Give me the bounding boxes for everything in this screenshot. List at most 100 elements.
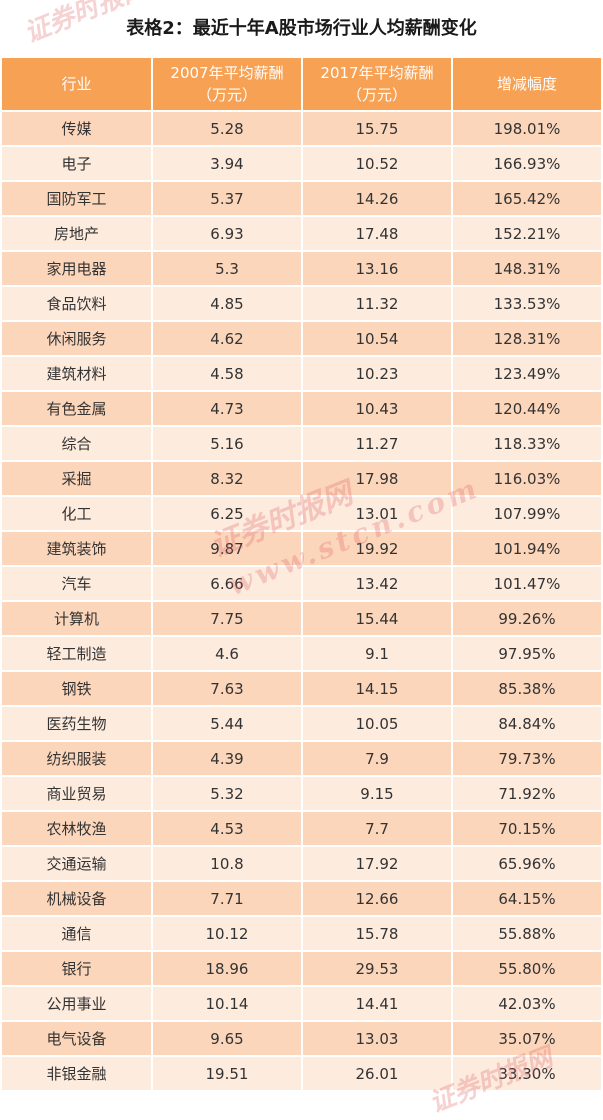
salary-2017-cell: 10.05	[302, 706, 453, 742]
salary-2007-cell: 4.62	[152, 321, 303, 357]
change-cell: 198.01%	[452, 111, 601, 147]
change-cell: 133.53%	[452, 286, 601, 322]
industry-cell: 食品饮料	[2, 286, 153, 322]
change-cell: 123.49%	[452, 356, 601, 392]
table-row: 银行 18.96 29.53 55.80%	[2, 951, 601, 987]
table-row: 有色金属 4.73 10.43 120.44%	[2, 391, 601, 427]
change-cell: 42.03%	[452, 986, 601, 1022]
salary-2007-cell: 5.28	[152, 111, 303, 147]
table-row: 商业贸易 5.32 9.15 71.92%	[2, 776, 601, 812]
salary-2017-cell: 17.92	[302, 846, 453, 882]
change-cell: 99.26%	[452, 601, 601, 637]
table-header-row: 行业 2007年平均薪酬 （万元） 2017年平均薪酬 （万元） 增减幅度	[2, 58, 601, 112]
salary-2007-cell: 4.6	[152, 636, 303, 672]
industry-cell: 有色金属	[2, 391, 153, 427]
industry-cell: 建筑材料	[2, 356, 153, 392]
salary-2017-cell: 13.16	[302, 251, 453, 287]
salary-2007-cell: 18.96	[152, 951, 303, 987]
table-row: 公用事业 10.14 14.41 42.03%	[2, 986, 601, 1022]
salary-2007-cell: 3.94	[152, 146, 303, 182]
salary-2017-cell: 11.32	[302, 286, 453, 322]
change-cell: 120.44%	[452, 391, 601, 427]
table-row: 纺织服装 4.39 7.9 79.73%	[2, 741, 601, 777]
change-cell: 118.33%	[452, 426, 601, 462]
salary-2017-cell: 10.54	[302, 321, 453, 357]
header-industry: 行业	[2, 58, 153, 112]
change-cell: 107.99%	[452, 496, 601, 532]
table-row: 房地产 6.93 17.48 152.21%	[2, 216, 601, 252]
table-row: 医药生物 5.44 10.05 84.84%	[2, 706, 601, 742]
salary-2017-cell: 12.66	[302, 881, 453, 917]
table-row: 休闲服务 4.62 10.54 128.31%	[2, 321, 601, 357]
salary-2007-cell: 9.87	[152, 531, 303, 567]
table-row: 非银金融 19.51 26.01 33.30%	[2, 1056, 601, 1092]
header-salary-2017: 2017年平均薪酬 （万元）	[302, 58, 453, 112]
table-row: 综合 5.16 11.27 118.33%	[2, 426, 601, 462]
industry-cell: 纺织服装	[2, 741, 153, 777]
salary-2007-cell: 9.65	[152, 1021, 303, 1057]
industry-cell: 银行	[2, 951, 153, 987]
salary-2017-cell: 15.44	[302, 601, 453, 637]
industry-cell: 传媒	[2, 111, 153, 147]
salary-2017-cell: 7.9	[302, 741, 453, 777]
table-row: 农林牧渔 4.53 7.7 70.15%	[2, 811, 601, 847]
salary-2007-cell: 7.63	[152, 671, 303, 707]
industry-cell: 公用事业	[2, 986, 153, 1022]
industry-cell: 商业贸易	[2, 776, 153, 812]
change-cell: 148.31%	[452, 251, 601, 287]
table-row: 建筑装饰 9.87 19.92 101.94%	[2, 531, 601, 567]
change-cell: 85.38%	[452, 671, 601, 707]
salary-2017-cell: 7.7	[302, 811, 453, 847]
salary-2017-cell: 17.98	[302, 461, 453, 497]
salary-2017-cell: 19.92	[302, 531, 453, 567]
change-cell: 33.30%	[452, 1056, 601, 1092]
table-row: 采掘 8.32 17.98 116.03%	[2, 461, 601, 497]
table-row: 化工 6.25 13.01 107.99%	[2, 496, 601, 532]
salary-table: 行业 2007年平均薪酬 （万元） 2017年平均薪酬 （万元） 增减幅度 传媒…	[2, 58, 601, 1092]
industry-cell: 轻工制造	[2, 636, 153, 672]
change-cell: 166.93%	[452, 146, 601, 182]
salary-2017-cell: 26.01	[302, 1056, 453, 1092]
change-cell: 128.31%	[452, 321, 601, 357]
change-cell: 64.15%	[452, 881, 601, 917]
change-cell: 101.94%	[452, 531, 601, 567]
table-row: 电气设备 9.65 13.03 35.07%	[2, 1021, 601, 1057]
table-row: 计算机 7.75 15.44 99.26%	[2, 601, 601, 637]
industry-cell: 采掘	[2, 461, 153, 497]
salary-2007-cell: 5.16	[152, 426, 303, 462]
table-row: 通信 10.12 15.78 55.88%	[2, 916, 601, 952]
salary-2007-cell: 6.25	[152, 496, 303, 532]
industry-cell: 房地产	[2, 216, 153, 252]
change-cell: 152.21%	[452, 216, 601, 252]
salary-2007-cell: 4.58	[152, 356, 303, 392]
table-row: 家用电器 5.3 13.16 148.31%	[2, 251, 601, 287]
salary-2017-cell: 15.78	[302, 916, 453, 952]
change-cell: 70.15%	[452, 811, 601, 847]
change-cell: 79.73%	[452, 741, 601, 777]
salary-2017-cell: 14.26	[302, 181, 453, 217]
salary-2007-cell: 10.14	[152, 986, 303, 1022]
table-row: 轻工制造 4.6 9.1 97.95%	[2, 636, 601, 672]
salary-2007-cell: 6.66	[152, 566, 303, 602]
table-row: 食品饮料 4.85 11.32 133.53%	[2, 286, 601, 322]
change-cell: 84.84%	[452, 706, 601, 742]
salary-2017-cell: 10.43	[302, 391, 453, 427]
industry-cell: 医药生物	[2, 706, 153, 742]
salary-2017-cell: 29.53	[302, 951, 453, 987]
salary-2017-cell: 13.01	[302, 496, 453, 532]
industry-cell: 汽车	[2, 566, 153, 602]
industry-cell: 建筑装饰	[2, 531, 153, 567]
industry-cell: 非银金融	[2, 1056, 153, 1092]
salary-2007-cell: 4.39	[152, 741, 303, 777]
salary-2017-cell: 15.75	[302, 111, 453, 147]
salary-2007-cell: 4.73	[152, 391, 303, 427]
salary-2017-cell: 13.42	[302, 566, 453, 602]
change-cell: 55.88%	[452, 916, 601, 952]
salary-2007-cell: 5.44	[152, 706, 303, 742]
salary-2007-cell: 5.37	[152, 181, 303, 217]
change-cell: 165.42%	[452, 181, 601, 217]
industry-cell: 综合	[2, 426, 153, 462]
industry-cell: 休闲服务	[2, 321, 153, 357]
salary-2007-cell: 7.71	[152, 881, 303, 917]
salary-2017-cell: 9.1	[302, 636, 453, 672]
